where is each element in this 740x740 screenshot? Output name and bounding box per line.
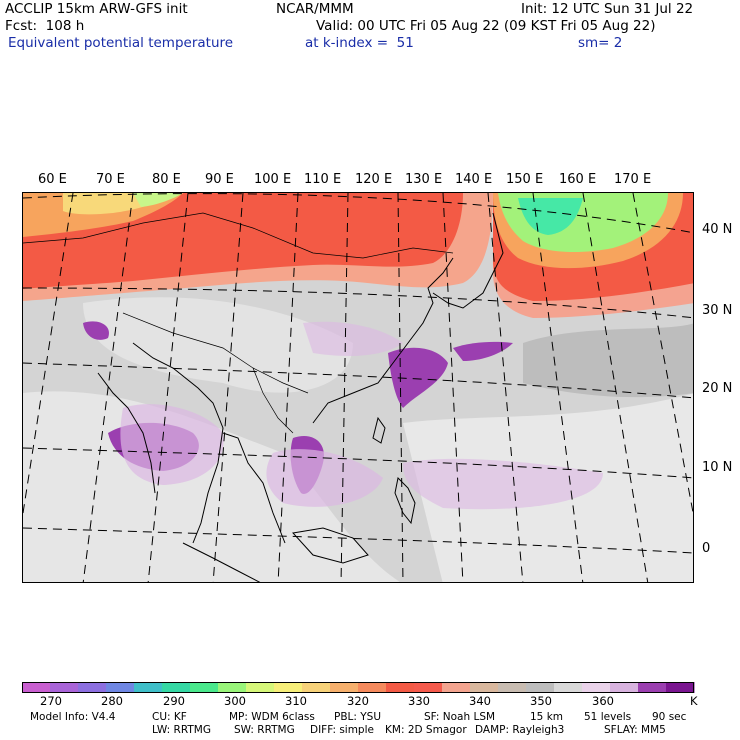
colorbar-swatch xyxy=(78,682,107,693)
colorbar-swatch xyxy=(218,682,247,693)
colorbar-swatch xyxy=(50,682,79,693)
colorbar-swatch xyxy=(582,682,611,693)
lon-label: 70 E xyxy=(96,172,125,187)
colorbar-swatch xyxy=(162,682,191,693)
lon-label: 160 E xyxy=(559,172,597,187)
smoothing-label: sm= 2 xyxy=(578,35,623,51)
lon-label: 100 E xyxy=(254,172,292,187)
footer-sw: SW: RRTMG xyxy=(234,724,295,736)
colorbar-swatch xyxy=(526,682,555,693)
colorbar-tick-label: 280 xyxy=(101,694,123,708)
field-name: Equivalent potential temperature xyxy=(8,35,234,51)
lat-label: 30 N xyxy=(702,303,733,318)
footer-sf: SF: Noah LSM xyxy=(424,711,496,723)
colorbar-border xyxy=(22,682,694,693)
colorbar-tick-label: 340 xyxy=(469,694,491,708)
lon-label: 170 E xyxy=(614,172,652,187)
colorbar-swatch xyxy=(106,682,135,693)
footer-mp: MP: WDM 6class xyxy=(229,711,315,723)
footer-levels: 51 levels xyxy=(584,711,632,723)
lat-label: 0 xyxy=(702,541,711,556)
colorbar-swatch xyxy=(442,682,471,693)
colorbar-swatch xyxy=(274,682,303,693)
colorbar-swatch xyxy=(246,682,275,693)
colorbar-swatch xyxy=(330,682,359,693)
footer-lw: LW: RRTMG xyxy=(152,724,211,736)
lon-label: 140 E xyxy=(455,172,493,187)
footer-timestep: 90 sec xyxy=(652,711,687,723)
lon-label: 60 E xyxy=(38,172,67,187)
colorbar-swatch xyxy=(414,682,443,693)
colorbar-swatch xyxy=(610,682,639,693)
lon-label: 120 E xyxy=(355,172,393,187)
init-time: Init: 12 UTC Sun 31 Jul 22 xyxy=(521,1,694,17)
lat-label: 40 N xyxy=(702,222,733,237)
colorbar-tick-label: 290 xyxy=(163,694,185,708)
footer-km: KM: 2D Smagor xyxy=(385,724,467,736)
model-title: ACCLIP 15km ARW-GFS init xyxy=(5,1,188,17)
footer-model-info: Model Info: V4.4 xyxy=(30,711,116,723)
lat-label: 20 N xyxy=(702,381,733,396)
colorbar-tick-label: 300 xyxy=(224,694,246,708)
colorbar-swatch xyxy=(386,682,415,693)
lon-label: 110 E xyxy=(304,172,342,187)
colorbar-swatch xyxy=(638,682,667,693)
lon-label: 150 E xyxy=(506,172,544,187)
footer-diff: DIFF: simple xyxy=(310,724,374,736)
colorbar-swatch xyxy=(190,682,219,693)
colorbar-tick-label: 310 xyxy=(285,694,307,708)
map-svg xyxy=(23,193,693,582)
lon-label: 90 E xyxy=(205,172,234,187)
colorbar-swatch xyxy=(554,682,583,693)
valid-time: Valid: 00 UTC Fri 05 Aug 22 (09 KST Fri … xyxy=(316,18,656,34)
footer-cu: CU: KF xyxy=(152,711,187,723)
lon-label: 130 E xyxy=(405,172,443,187)
colorbar-swatch xyxy=(666,682,695,693)
org-label: NCAR/MMM xyxy=(276,1,354,17)
colorbar-swatch xyxy=(358,682,387,693)
colorbar-tick-label: 360 xyxy=(592,694,614,708)
colorbar-swatch xyxy=(470,682,499,693)
footer-sflay: SFLAY: MM5 xyxy=(604,724,666,736)
colorbar-swatch xyxy=(22,682,51,693)
level-label: at k-index = 51 xyxy=(305,35,414,51)
colorbar-tick-label: 330 xyxy=(408,694,430,708)
lat-label: 10 N xyxy=(702,460,733,475)
lon-label: 80 E xyxy=(152,172,181,187)
colorbar-tick-label: 270 xyxy=(40,694,62,708)
colorbar-swatch xyxy=(302,682,331,693)
footer-damp: DAMP: Rayleigh3 xyxy=(475,724,565,736)
forecast-hour: Fcst: 108 h xyxy=(5,18,85,34)
colorbar-tick-label: 320 xyxy=(347,694,369,708)
colorbar-swatch xyxy=(134,682,163,693)
colorbar-swatch xyxy=(498,682,527,693)
footer-pbl: PBL: YSU xyxy=(334,711,382,723)
theta-e-map xyxy=(22,192,694,583)
colorbar xyxy=(22,682,695,693)
footer-resolution: 15 km xyxy=(530,711,564,723)
colorbar-tick-label: 350 xyxy=(530,694,552,708)
colorbar-unit: K xyxy=(690,694,698,708)
